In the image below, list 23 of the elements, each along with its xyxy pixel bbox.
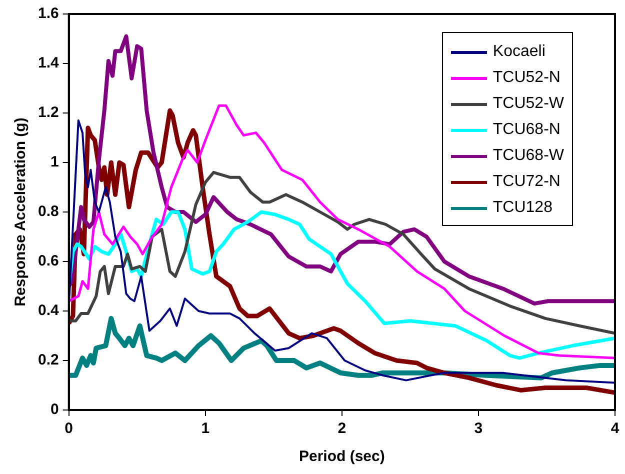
legend-label: TCU52-N bbox=[492, 69, 560, 87]
x-tick-label: 3 bbox=[474, 420, 483, 438]
y-axis-title: Response Acceleration (g) bbox=[12, 118, 30, 306]
y-tick-label: 1.6 bbox=[38, 5, 59, 22]
legend-label: Kocaeli bbox=[492, 43, 546, 61]
legend-label: TCU68-W bbox=[492, 147, 564, 165]
legend-label: TCU72-N bbox=[492, 173, 560, 191]
y-tick-label: 0.6 bbox=[38, 252, 59, 270]
legend-label: TCU128 bbox=[492, 199, 552, 217]
y-tick-label: 0.4 bbox=[38, 302, 60, 320]
x-tick-label: 4 bbox=[610, 420, 620, 438]
y-tick-label: 0.2 bbox=[38, 352, 59, 369]
y-tick-label: 1.2 bbox=[38, 104, 59, 122]
x-axis-title: Period (sec) bbox=[298, 448, 385, 466]
x-tick-label: 2 bbox=[338, 420, 346, 438]
x-tick-label: 1 bbox=[201, 420, 210, 438]
y-tick-label: 1.4 bbox=[38, 54, 60, 72]
y-tick-label: 0.8 bbox=[38, 203, 59, 220]
legend-label: TCU68-N bbox=[492, 121, 560, 139]
y-tick-label: 1 bbox=[50, 154, 59, 171]
x-tick-label: 0 bbox=[64, 420, 74, 438]
y-tick-label: 0 bbox=[50, 401, 59, 418]
legend-label: TCU52-W bbox=[492, 95, 564, 113]
